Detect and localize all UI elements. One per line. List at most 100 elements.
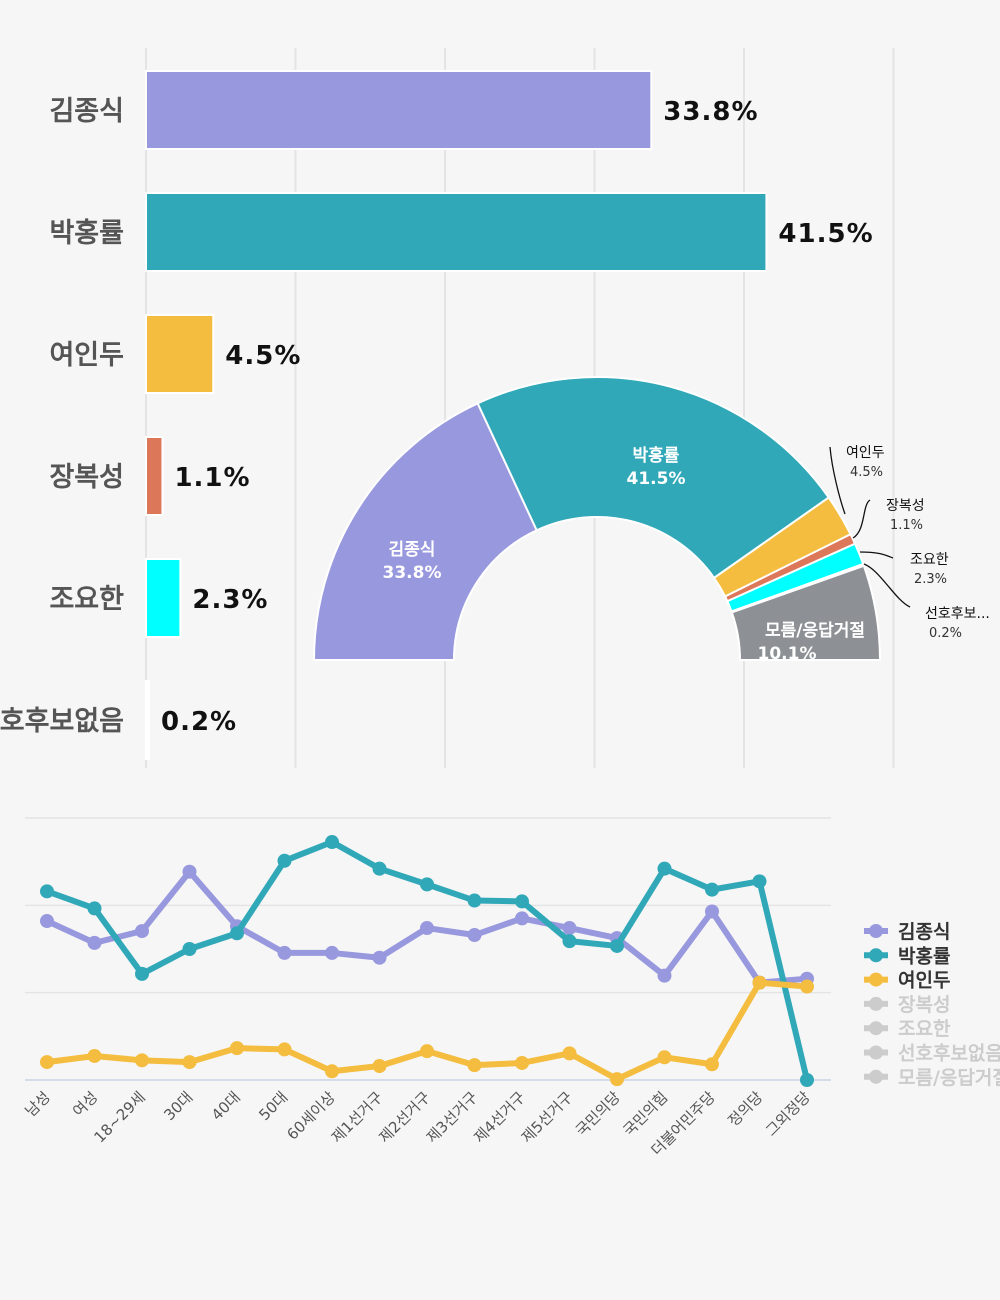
legend-item-모름/응답거절[interactable]: 모름/응답거절 [864, 1067, 1000, 1089]
line-point-김종식 [515, 911, 529, 926]
legend-marker-icon [869, 996, 883, 1011]
line-point-여인두 [87, 1048, 102, 1063]
x-tick-label: 제4선거구 [470, 1088, 529, 1147]
legend-item-조요한[interactable]: 조요한 [864, 1018, 951, 1040]
legend-label: 조요한 [898, 1018, 951, 1040]
legend-label: 박홍률 [898, 944, 950, 967]
line-point-여인두 [562, 1046, 577, 1061]
pie-slice-김종식 [312, 402, 539, 661]
pie-label-value: 0.2% [929, 626, 962, 641]
pie-label-name: 선호후보... [925, 606, 990, 622]
legend-marker-icon [869, 1045, 883, 1060]
bar-category-label: 박홍률 [49, 218, 124, 249]
line-point-박홍률 [230, 926, 244, 941]
line-point-여인두 [705, 1057, 719, 1072]
line-point-김종식 [657, 968, 672, 983]
pie-label-value: 33.8% [383, 563, 442, 583]
line-point-김종식 [87, 935, 102, 950]
line-point-여인두 [40, 1055, 54, 1070]
line-point-김종식 [40, 914, 54, 929]
line-point-여인두 [515, 1055, 529, 1070]
legend-item-장복성[interactable]: 장복성 [864, 994, 950, 1016]
x-tick-label: 40대 [208, 1088, 244, 1124]
bar-value-label: 41.5% [778, 219, 873, 249]
line-point-박홍률 [135, 966, 149, 981]
pie-slice-모름/응답거절 [730, 564, 882, 661]
legend-item-박홍률[interactable]: 박홍률 [864, 944, 950, 967]
line-point-김종식 [135, 924, 149, 939]
line-point-박홍률 [420, 877, 434, 892]
line-point-여인두 [182, 1055, 197, 1070]
x-tick-label: 그외정당 [762, 1088, 814, 1140]
line-point-여인두 [372, 1059, 387, 1074]
bar-value-label: 4.5% [225, 341, 301, 371]
line-point-박홍률 [515, 894, 529, 909]
legend-label: 선호후보없음 [898, 1043, 1000, 1065]
bar-김종식 [145, 70, 653, 150]
bar-value-label: 0.2% [161, 707, 237, 737]
pie-label-name: 김종식 [389, 540, 436, 560]
x-tick-label: 제2선거구 [375, 1088, 434, 1147]
line-point-여인두 [467, 1058, 482, 1073]
pie-leader-line [852, 499, 871, 539]
line-point-여인두 [420, 1044, 434, 1059]
line-point-박홍률 [40, 884, 54, 899]
line-point-김종식 [325, 945, 339, 960]
legend-item-여인두[interactable]: 여인두 [864, 970, 950, 992]
legend-marker-icon [869, 972, 883, 987]
line-point-박홍률 [752, 874, 767, 889]
pie-label-value: 10.1% [758, 644, 817, 664]
x-tick-label: 여성 [69, 1088, 101, 1120]
legend-label: 장복성 [898, 994, 950, 1016]
line-point-김종식 [467, 928, 482, 943]
line-point-김종식 [277, 945, 292, 960]
pie-label-value: 2.3% [914, 572, 947, 587]
pie-label-name: 모름/응답거절 [765, 620, 865, 641]
line-point-여인두 [657, 1050, 672, 1065]
bar-여인두 [145, 314, 215, 394]
line-point-박홍률 [182, 942, 197, 956]
x-tick-label: 남성 [22, 1088, 54, 1120]
line-point-여인두 [230, 1041, 244, 1056]
legend-marker-icon [869, 1069, 883, 1084]
x-tick-label: 정의당 [724, 1088, 766, 1130]
line-point-여인두 [277, 1042, 292, 1057]
pie-leader-line [859, 551, 894, 559]
x-tick-label: 50대 [255, 1088, 291, 1124]
line-point-박홍률 [277, 853, 292, 868]
line-point-김종식 [562, 921, 577, 936]
x-tick-label: 18~29세 [90, 1088, 148, 1146]
line-point-여인두 [752, 975, 767, 990]
x-tick-label: 국민의당 [572, 1088, 624, 1140]
legend-label: 김종식 [898, 921, 950, 943]
pie-leader-line [863, 563, 911, 608]
legend-item-선호후보없음[interactable]: 선호후보없음 [864, 1043, 1000, 1065]
bar-category-label: 장복성 [49, 462, 124, 493]
legend-marker-icon [869, 924, 883, 938]
line-point-여인두 [800, 979, 814, 994]
pie-label-name: 여인두 [846, 445, 885, 461]
bar-category-label: 조요한 [49, 584, 124, 615]
bar-category-label: 선호후보없음 [0, 706, 124, 737]
bar-장복성 [145, 436, 164, 516]
pie-label-name: 박홍률 [633, 445, 680, 466]
line-point-여인두 [135, 1053, 149, 1068]
line-point-여인두 [610, 1072, 624, 1087]
line-point-박홍률 [467, 893, 482, 908]
pie-leader-line [829, 446, 846, 515]
line-series-여인두 [46, 979, 808, 1083]
legend-label: 여인두 [898, 970, 950, 992]
bar-선호후보없음 [145, 680, 150, 760]
line-point-박홍률 [562, 934, 577, 949]
x-tick-label: 제5선거구 [518, 1088, 577, 1147]
x-tick-label: 제3선거구 [423, 1088, 482, 1147]
line-point-박홍률 [610, 938, 624, 953]
bar-category-label: 김종식 [49, 96, 124, 127]
line-point-박홍률 [657, 861, 672, 876]
pie-label-value: 4.5% [850, 465, 883, 480]
bar-value-label: 2.3% [192, 585, 268, 615]
legend-item-김종식[interactable]: 김종식 [864, 921, 950, 943]
bar-박홍률 [145, 192, 768, 272]
legend-label: 모름/응답거절 [898, 1067, 1000, 1089]
